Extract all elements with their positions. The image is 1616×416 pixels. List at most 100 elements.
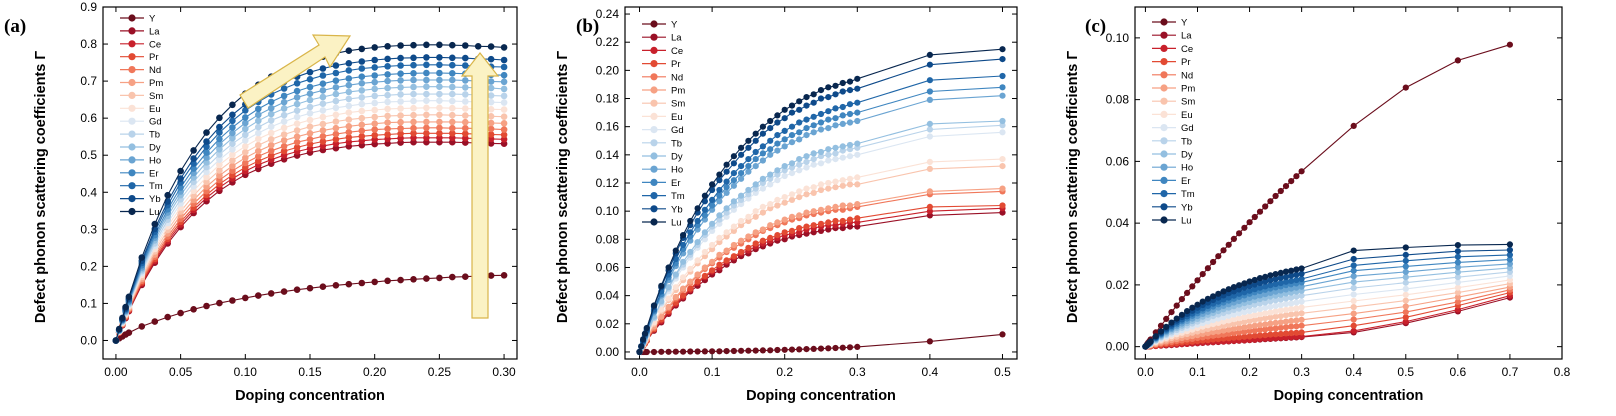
data-point — [803, 132, 810, 139]
data-point — [854, 174, 861, 181]
data-point — [723, 229, 730, 236]
legend-label: Y — [671, 20, 678, 31]
data-point — [745, 168, 752, 175]
data-point — [832, 156, 839, 163]
legend-label: Tm — [671, 191, 685, 202]
data-point — [846, 101, 854, 108]
data-point — [788, 346, 796, 353]
data-point — [358, 127, 366, 135]
data-point — [371, 278, 379, 286]
data-point — [319, 283, 327, 291]
data-point — [1225, 294, 1232, 301]
data-point — [1293, 284, 1300, 291]
x-tick-label: 0.4 — [922, 365, 939, 379]
data-point — [371, 131, 379, 139]
data-point — [1277, 269, 1284, 276]
data-point — [1454, 57, 1461, 64]
legend-label: Eu — [149, 104, 161, 115]
series-Y — [636, 331, 1006, 356]
data-point — [1350, 291, 1357, 298]
data-point — [730, 241, 738, 249]
data-point — [788, 123, 796, 130]
data-point — [332, 124, 340, 132]
y-tick-label: 0.0 — [80, 333, 97, 347]
data-point — [423, 104, 430, 112]
data-point — [817, 87, 825, 94]
x-tick-label: 0.15 — [298, 365, 322, 379]
data-point — [487, 131, 495, 138]
data-point — [1152, 333, 1159, 340]
legend-marker — [1160, 203, 1168, 211]
legend-marker — [128, 195, 136, 203]
data-point — [1220, 247, 1227, 254]
y-tick-label: 0.10 — [596, 204, 620, 218]
legend-label: Dy — [1181, 150, 1193, 161]
data-point — [358, 121, 366, 129]
data-point — [1251, 306, 1258, 313]
data-point — [500, 71, 508, 79]
data-point — [810, 91, 817, 98]
data-point — [1215, 319, 1222, 326]
data-point — [410, 54, 417, 62]
data-point — [839, 154, 846, 161]
data-point — [280, 85, 288, 92]
data-point — [665, 284, 672, 291]
data-point — [745, 156, 752, 163]
data-point — [436, 54, 443, 61]
data-point — [306, 90, 314, 97]
data-point — [846, 181, 854, 188]
data-point — [1236, 334, 1243, 341]
data-point — [1256, 300, 1264, 307]
data-point — [254, 129, 262, 137]
data-point — [810, 122, 817, 129]
data-point — [410, 97, 417, 105]
data-point — [1251, 293, 1258, 300]
data-point — [280, 124, 288, 132]
data-point — [1220, 327, 1227, 334]
data-point — [803, 94, 810, 101]
data-point — [709, 241, 716, 249]
data-point — [371, 113, 379, 121]
data-point — [781, 115, 788, 122]
data-point — [1293, 317, 1300, 324]
data-point — [672, 293, 679, 301]
data-point — [423, 97, 430, 104]
data-point — [1267, 289, 1274, 296]
data-point — [1262, 273, 1269, 280]
data-point — [788, 109, 796, 116]
data-point — [487, 106, 495, 113]
data-point — [397, 84, 404, 91]
data-point — [1506, 41, 1513, 48]
data-point — [1157, 328, 1165, 335]
data-point — [436, 41, 443, 49]
data-point — [242, 148, 249, 156]
data-point — [1402, 244, 1409, 251]
data-point — [767, 347, 774, 354]
data-point — [781, 346, 788, 353]
data-point — [1293, 305, 1300, 312]
data-point — [203, 183, 210, 190]
data-point — [781, 229, 788, 236]
data-point — [280, 92, 288, 100]
data-point — [832, 144, 839, 151]
data-point — [723, 168, 730, 175]
data-point — [716, 234, 723, 241]
y-tick-label: 0.2 — [80, 259, 97, 273]
data-point — [1402, 268, 1409, 275]
data-point — [839, 225, 846, 232]
data-point — [810, 189, 817, 196]
data-point — [1277, 324, 1284, 331]
data-point — [487, 84, 495, 92]
data-point — [1194, 277, 1201, 284]
data-point — [738, 217, 745, 225]
data-point — [125, 329, 133, 337]
data-point — [397, 125, 404, 132]
data-point — [665, 348, 672, 355]
data-point — [832, 203, 839, 210]
data-point — [781, 127, 788, 134]
data-point — [293, 113, 301, 121]
data-point — [926, 96, 934, 103]
legend-label: Tm — [149, 181, 163, 192]
data-point — [752, 148, 759, 156]
data-point — [1168, 309, 1175, 316]
